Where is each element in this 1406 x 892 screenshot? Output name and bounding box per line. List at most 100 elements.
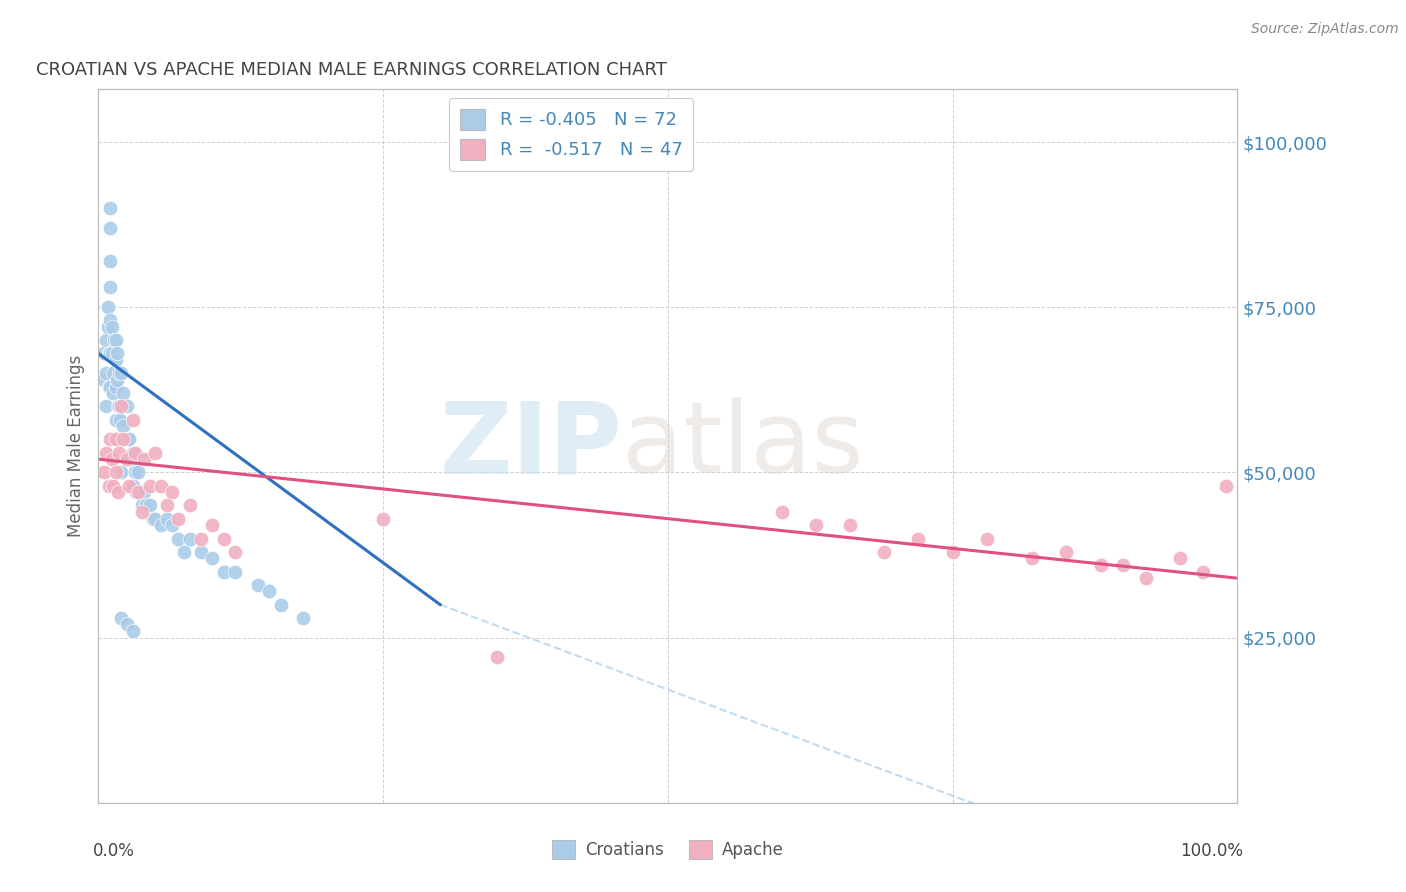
- Point: [96, 400, 118, 414]
- Point: [107, 485, 129, 500]
- Point: [201, 551, 224, 566]
- Point: [150, 478, 173, 492]
- Point: [167, 532, 190, 546]
- Point: [96, 300, 118, 314]
- Point: [108, 400, 131, 414]
- Point: [127, 466, 149, 480]
- Point: [93, 466, 115, 480]
- Point: [167, 511, 190, 525]
- Point: [115, 617, 138, 632]
- Point: [103, 367, 125, 381]
- Point: [118, 478, 141, 492]
- Point: [110, 466, 132, 480]
- Point: [270, 598, 292, 612]
- Point: [110, 611, 132, 625]
- Point: [110, 400, 132, 414]
- Point: [131, 499, 153, 513]
- Point: [145, 511, 167, 525]
- Point: [224, 565, 246, 579]
- Point: [104, 379, 127, 393]
- Point: [98, 280, 121, 294]
- Text: atlas: atlas: [623, 398, 863, 494]
- Point: [138, 499, 160, 513]
- Point: [98, 221, 121, 235]
- Point: [121, 412, 143, 426]
- Point: [292, 611, 315, 625]
- Text: ZIP: ZIP: [440, 398, 623, 494]
- Point: [179, 499, 201, 513]
- Point: [103, 478, 125, 492]
- Point: [120, 452, 142, 467]
- Point: [110, 400, 132, 414]
- Point: [804, 518, 827, 533]
- Point: [93, 373, 115, 387]
- Point: [104, 433, 127, 447]
- Point: [104, 333, 127, 347]
- Point: [114, 433, 136, 447]
- Point: [907, 532, 929, 546]
- Point: [371, 511, 394, 525]
- Point: [121, 445, 143, 459]
- Point: [121, 624, 143, 638]
- Text: CROATIAN VS APACHE MEDIAN MALE EARNINGS CORRELATION CHART: CROATIAN VS APACHE MEDIAN MALE EARNINGS …: [35, 62, 666, 79]
- Point: [108, 412, 131, 426]
- Point: [156, 499, 179, 513]
- Point: [98, 313, 121, 327]
- Point: [1090, 558, 1112, 572]
- Point: [103, 386, 125, 401]
- Point: [1192, 565, 1215, 579]
- Point: [190, 545, 212, 559]
- Point: [108, 367, 131, 381]
- Point: [115, 400, 138, 414]
- Point: [104, 466, 127, 480]
- Point: [108, 445, 131, 459]
- Point: [96, 445, 118, 459]
- Point: [97, 379, 120, 393]
- Point: [101, 320, 124, 334]
- Point: [110, 367, 132, 381]
- Point: [115, 452, 138, 467]
- Point: [162, 518, 184, 533]
- Point: [142, 511, 165, 525]
- Point: [112, 386, 135, 401]
- Point: [150, 518, 173, 533]
- Point: [112, 419, 135, 434]
- Point: [101, 452, 124, 467]
- Point: [145, 445, 167, 459]
- Point: [98, 346, 121, 360]
- Point: [115, 433, 138, 447]
- Point: [138, 478, 160, 492]
- Point: [873, 545, 896, 559]
- Point: [212, 532, 235, 546]
- Point: [1170, 551, 1192, 566]
- Point: [125, 485, 148, 500]
- Point: [124, 466, 146, 480]
- Point: [104, 412, 127, 426]
- Point: [131, 505, 153, 519]
- Point: [132, 485, 155, 500]
- Text: 100.0%: 100.0%: [1180, 842, 1243, 860]
- Point: [162, 485, 184, 500]
- Point: [98, 254, 121, 268]
- Point: [156, 511, 179, 525]
- Point: [128, 485, 150, 500]
- Point: [839, 518, 862, 533]
- Point: [96, 320, 118, 334]
- Point: [110, 433, 132, 447]
- Point: [105, 346, 128, 360]
- Point: [112, 433, 135, 447]
- Point: [486, 650, 509, 665]
- Point: [259, 584, 281, 599]
- Point: [118, 433, 141, 447]
- Point: [96, 367, 118, 381]
- Point: [212, 565, 235, 579]
- Point: [104, 353, 127, 368]
- Point: [98, 201, 121, 215]
- Point: [976, 532, 998, 546]
- Point: [98, 433, 121, 447]
- Point: [124, 445, 146, 459]
- Point: [98, 379, 121, 393]
- Point: [132, 452, 155, 467]
- Point: [135, 499, 157, 513]
- Point: [107, 400, 129, 414]
